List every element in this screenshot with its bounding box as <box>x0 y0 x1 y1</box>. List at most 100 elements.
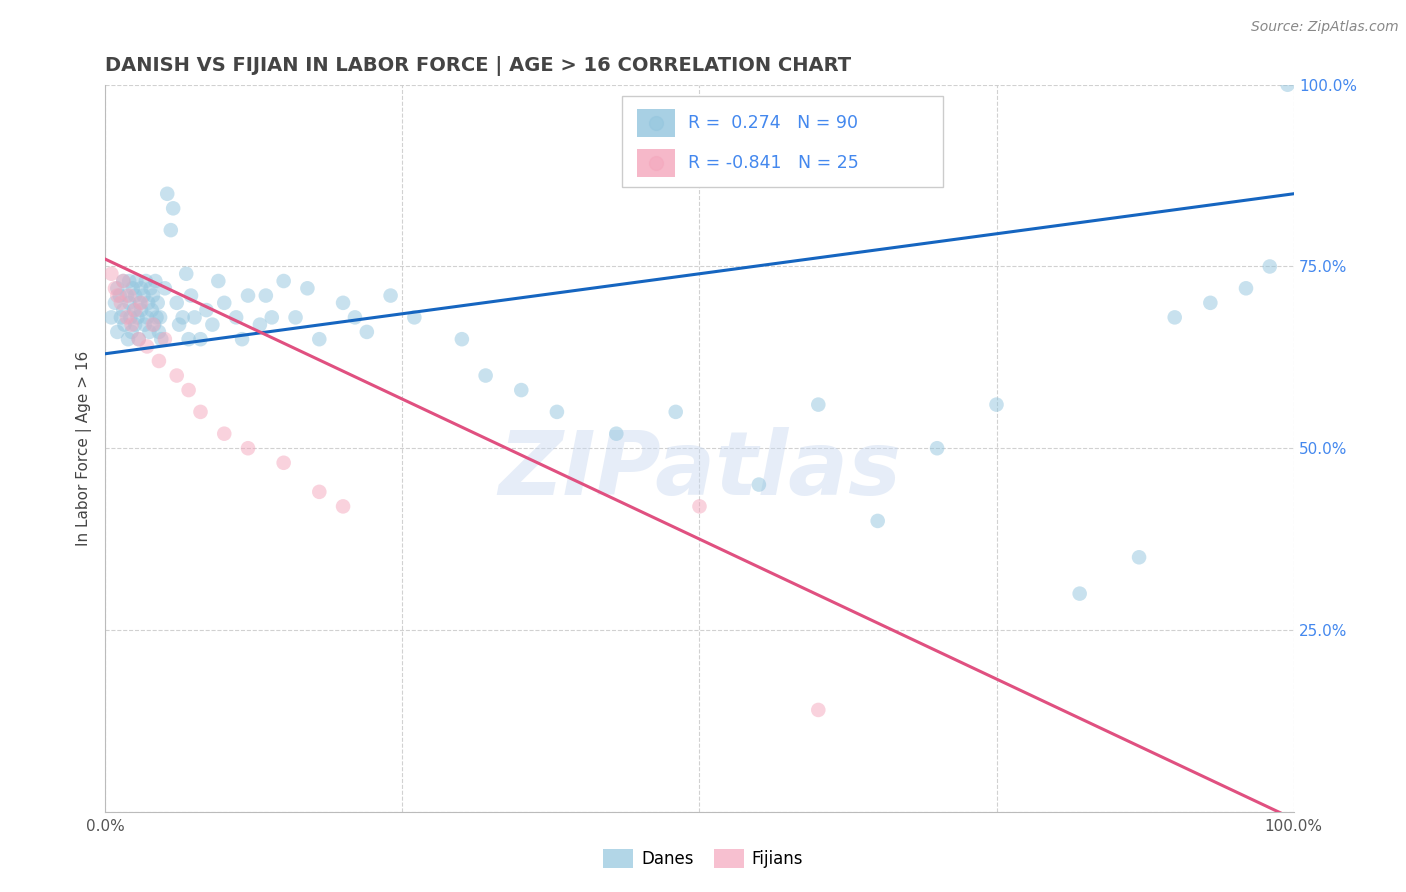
Text: R = -0.841   N = 25: R = -0.841 N = 25 <box>688 154 858 172</box>
Point <box>139 281 162 295</box>
Point <box>162 202 184 216</box>
Point <box>1199 296 1222 310</box>
Point <box>146 296 169 310</box>
Point <box>866 514 889 528</box>
Point <box>117 332 139 346</box>
Point <box>166 296 188 310</box>
Point <box>297 281 319 295</box>
Point <box>273 456 295 470</box>
Point <box>474 368 496 383</box>
Point <box>231 332 253 346</box>
Point <box>105 288 128 302</box>
Point <box>150 332 173 346</box>
Text: ZIPatlas: ZIPatlas <box>498 426 901 514</box>
Point <box>142 318 165 332</box>
Point <box>143 318 166 332</box>
Point <box>236 442 259 455</box>
Text: DANISH VS FIJIAN IN LABOR FORCE | AGE > 16 CORRELATION CHART: DANISH VS FIJIAN IN LABOR FORCE | AGE > … <box>105 56 852 76</box>
Point <box>145 310 167 325</box>
Point <box>510 383 533 397</box>
Point <box>172 310 194 325</box>
Point <box>190 332 212 346</box>
Point <box>128 332 150 346</box>
Point <box>174 267 197 281</box>
Point <box>195 303 218 318</box>
Point <box>104 296 127 310</box>
Point <box>141 303 163 318</box>
Point <box>110 310 132 325</box>
FancyBboxPatch shape <box>637 150 675 178</box>
Point <box>153 281 176 295</box>
Point <box>112 274 135 288</box>
Point <box>112 274 135 288</box>
Point <box>143 274 166 288</box>
Y-axis label: In Labor Force | Age > 16: In Labor Force | Age > 16 <box>76 351 93 546</box>
FancyBboxPatch shape <box>623 95 943 186</box>
Point <box>404 310 426 325</box>
Point <box>118 288 141 302</box>
Point <box>136 296 159 310</box>
Point <box>260 310 283 325</box>
Point <box>665 405 688 419</box>
Point <box>124 303 146 318</box>
Point <box>180 288 202 302</box>
Point <box>122 303 145 318</box>
Point <box>343 310 366 325</box>
Point <box>104 281 127 295</box>
Point <box>273 274 295 288</box>
Point <box>332 500 354 514</box>
Point <box>138 325 160 339</box>
Point <box>115 310 138 325</box>
Point <box>108 288 131 302</box>
Point <box>128 332 150 346</box>
Point <box>124 288 146 302</box>
Point <box>605 426 627 441</box>
Point <box>114 318 136 332</box>
Point <box>125 274 148 288</box>
Point <box>124 318 146 332</box>
Point <box>167 318 190 332</box>
Point <box>308 332 330 346</box>
Point <box>249 318 271 332</box>
Point <box>134 318 156 332</box>
Legend: Danes, Fijians: Danes, Fijians <box>596 842 810 875</box>
Point <box>450 332 472 346</box>
Point <box>148 354 170 368</box>
Point <box>166 368 188 383</box>
Point <box>1164 310 1187 325</box>
Point <box>748 477 770 491</box>
Point <box>356 325 378 339</box>
Point <box>201 318 224 332</box>
Point <box>118 274 141 288</box>
Point <box>284 310 307 325</box>
Point <box>159 223 181 237</box>
Point <box>118 296 141 310</box>
FancyBboxPatch shape <box>637 110 675 137</box>
Point <box>121 281 143 295</box>
Point <box>149 310 172 325</box>
Point <box>236 288 259 302</box>
Point <box>214 296 236 310</box>
Point <box>132 288 155 302</box>
Point <box>153 332 176 346</box>
Point <box>105 281 128 295</box>
Point <box>986 398 1008 412</box>
Point <box>1234 281 1257 295</box>
Point <box>136 339 159 353</box>
Text: Source: ZipAtlas.com: Source: ZipAtlas.com <box>1251 20 1399 34</box>
Point <box>308 484 330 499</box>
Point <box>121 325 143 339</box>
Point <box>207 274 229 288</box>
Point <box>1069 587 1091 601</box>
Point <box>120 310 142 325</box>
Point <box>115 288 138 302</box>
Point <box>807 703 830 717</box>
Point <box>129 303 152 318</box>
Point <box>807 398 830 412</box>
Point <box>129 281 152 295</box>
Point <box>142 288 165 302</box>
Point <box>127 310 149 325</box>
Point <box>177 383 200 397</box>
Point <box>380 288 402 302</box>
Point <box>177 332 200 346</box>
